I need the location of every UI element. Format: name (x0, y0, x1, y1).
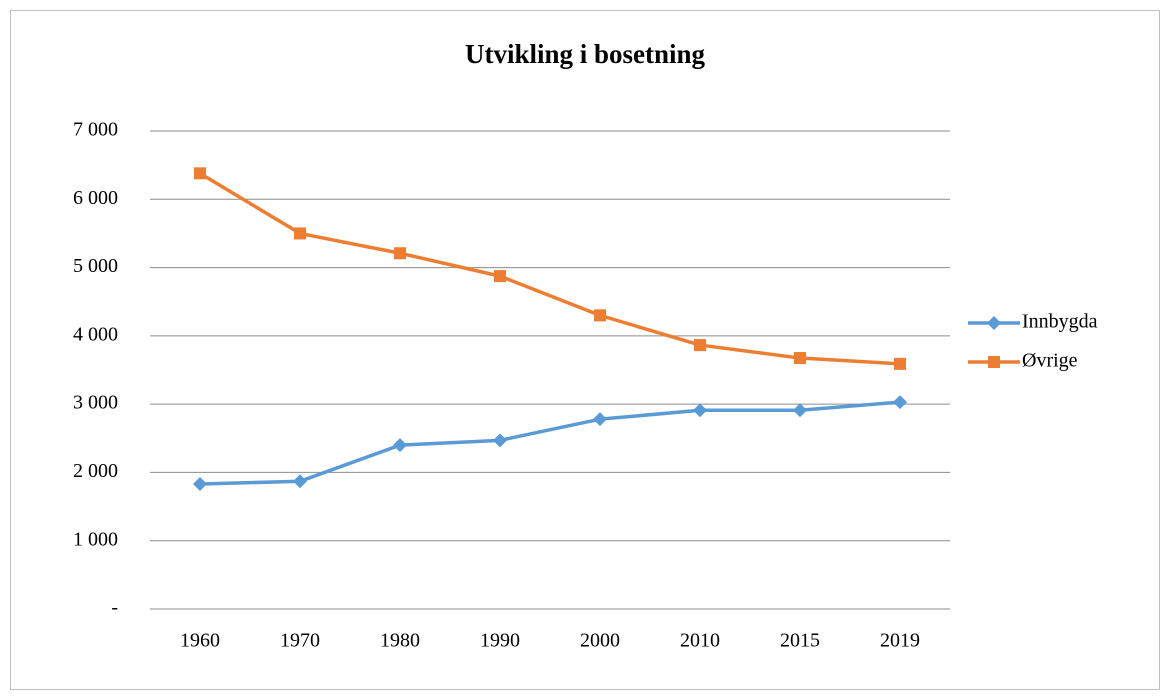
y-tick-label: 3 000 (73, 392, 118, 414)
marker (393, 438, 407, 453)
marker (493, 433, 507, 448)
y-tick-label: 5 000 (73, 255, 118, 277)
marker (693, 403, 707, 418)
y-tick-label: 6 000 (73, 187, 118, 209)
marker (394, 247, 406, 260)
marker (594, 309, 606, 322)
marker (893, 395, 907, 410)
marker (793, 403, 807, 418)
y-tick-label: - (111, 597, 118, 619)
marker (294, 227, 306, 240)
x-tick-label: 2000 (580, 630, 620, 652)
series-line (199, 400, 901, 486)
x-tick-label: 1960 (180, 630, 220, 652)
chart-border (10, 10, 1160, 690)
marker (494, 270, 506, 283)
y-tick-label: 4 000 (73, 323, 118, 345)
series-line (199, 171, 901, 366)
x-tick-label: 1980 (380, 630, 420, 652)
legend-marker (988, 356, 1000, 368)
marker (694, 339, 706, 352)
marker (794, 352, 806, 365)
chart-title: Utvikling i bosetning (465, 39, 706, 69)
marker (194, 167, 206, 180)
legend-marker (987, 316, 1001, 330)
legend-label: Innbygda (1022, 311, 1098, 333)
x-tick-label: 2015 (780, 630, 820, 652)
y-tick-label: 2 000 (73, 460, 118, 482)
marker (293, 474, 307, 489)
marker (193, 477, 207, 492)
legend-label: Øvrige (1022, 350, 1078, 372)
x-tick-label: 2019 (880, 630, 920, 652)
x-tick-label: 2010 (680, 630, 720, 652)
x-tick-label: 1970 (280, 630, 320, 652)
marker (894, 357, 906, 370)
x-tick-label: 1990 (480, 630, 520, 652)
marker (593, 412, 607, 427)
y-tick-label: 7 000 (73, 119, 118, 141)
y-tick-label: 1 000 (73, 528, 118, 550)
